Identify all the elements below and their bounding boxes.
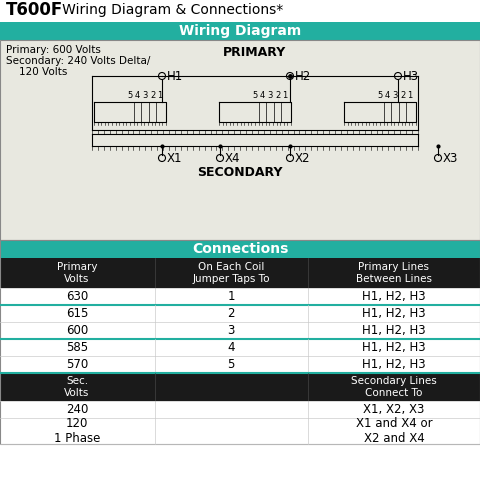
- FancyBboxPatch shape: [0, 322, 480, 339]
- Text: 2: 2: [400, 91, 405, 100]
- Text: 1: 1: [227, 290, 235, 303]
- Text: 5: 5: [252, 91, 257, 100]
- Text: X1, X2, X3: X1, X2, X3: [363, 403, 425, 416]
- Text: 615: 615: [66, 307, 88, 320]
- Text: 3: 3: [392, 91, 398, 100]
- FancyBboxPatch shape: [0, 258, 480, 288]
- Text: H1, H2, H3: H1, H2, H3: [362, 290, 426, 303]
- FancyBboxPatch shape: [0, 401, 480, 418]
- Text: 4: 4: [227, 341, 235, 354]
- Text: X1 and X4 or
X2 and X4: X1 and X4 or X2 and X4: [356, 417, 432, 445]
- Text: Secondary: 240 Volts Delta/: Secondary: 240 Volts Delta/: [6, 56, 150, 66]
- Text: Sec.
Volts: Sec. Volts: [64, 376, 90, 398]
- Text: H1, H2, H3: H1, H2, H3: [362, 358, 426, 371]
- Text: T600F: T600F: [6, 1, 63, 19]
- Text: Wiring Diagram: Wiring Diagram: [179, 24, 301, 38]
- Text: 3: 3: [228, 324, 235, 337]
- FancyBboxPatch shape: [0, 373, 480, 401]
- Text: SECONDARY: SECONDARY: [197, 166, 283, 179]
- Text: 1: 1: [408, 91, 413, 100]
- Text: PRIMARY: PRIMARY: [223, 46, 287, 59]
- Text: 120
1 Phase: 120 1 Phase: [54, 417, 100, 445]
- Text: H1, H2, H3: H1, H2, H3: [362, 341, 426, 354]
- Text: 630: 630: [66, 290, 88, 303]
- Text: Primary: 600 Volts: Primary: 600 Volts: [6, 45, 101, 55]
- Text: 4: 4: [135, 91, 140, 100]
- Text: 240: 240: [66, 403, 88, 416]
- FancyBboxPatch shape: [0, 339, 480, 356]
- Text: 5: 5: [127, 91, 132, 100]
- Text: H1, H2, H3: H1, H2, H3: [362, 324, 426, 337]
- Text: 2: 2: [227, 307, 235, 320]
- Text: Connections: Connections: [192, 242, 288, 256]
- Text: 3: 3: [267, 91, 273, 100]
- Text: H1: H1: [167, 70, 183, 83]
- Text: 2: 2: [275, 91, 280, 100]
- Text: Wiring Diagram & Connections*: Wiring Diagram & Connections*: [49, 3, 283, 17]
- FancyBboxPatch shape: [0, 40, 480, 240]
- Text: 5: 5: [228, 358, 235, 371]
- Text: 1: 1: [157, 91, 163, 100]
- Text: X1: X1: [167, 152, 182, 165]
- Text: 120 Volts: 120 Volts: [6, 67, 67, 77]
- Text: X2: X2: [295, 152, 311, 165]
- Text: 4: 4: [385, 91, 390, 100]
- Text: 4: 4: [260, 91, 265, 100]
- FancyBboxPatch shape: [0, 22, 480, 40]
- FancyBboxPatch shape: [0, 356, 480, 373]
- Text: X4: X4: [225, 152, 240, 165]
- Text: X3: X3: [443, 152, 458, 165]
- FancyBboxPatch shape: [0, 240, 480, 258]
- Text: 2: 2: [150, 91, 155, 100]
- Text: On Each Coil
Jumper Taps To: On Each Coil Jumper Taps To: [192, 262, 270, 284]
- Text: 600: 600: [66, 324, 88, 337]
- Text: H2: H2: [295, 70, 311, 83]
- FancyBboxPatch shape: [0, 288, 480, 305]
- Text: Primary
Volts: Primary Volts: [57, 262, 97, 284]
- Text: 1: 1: [283, 91, 288, 100]
- Text: Primary Lines
Between Lines: Primary Lines Between Lines: [356, 262, 432, 284]
- Text: Secondary Lines
Connect To: Secondary Lines Connect To: [351, 376, 437, 398]
- Text: 5: 5: [377, 91, 383, 100]
- Text: 570: 570: [66, 358, 88, 371]
- Text: 585: 585: [66, 341, 88, 354]
- Text: H3: H3: [403, 70, 419, 83]
- FancyBboxPatch shape: [0, 418, 480, 444]
- Text: 3: 3: [142, 91, 148, 100]
- Text: H1, H2, H3: H1, H2, H3: [362, 307, 426, 320]
- FancyBboxPatch shape: [0, 305, 480, 322]
